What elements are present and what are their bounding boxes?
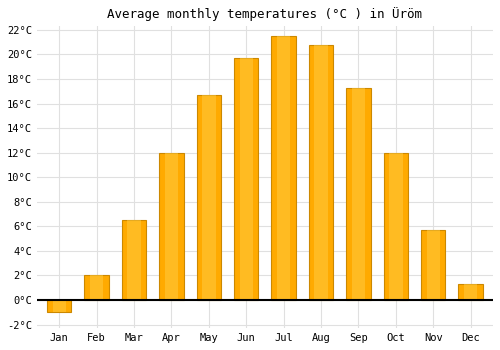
Bar — [421, 230, 446, 300]
Bar — [47, 300, 72, 312]
Bar — [128, 220, 140, 300]
Bar — [122, 220, 146, 300]
Bar — [196, 95, 221, 300]
Bar — [202, 95, 215, 300]
Title: Average monthly temperatures (°C ) in Üröm: Average monthly temperatures (°C ) in Ür… — [108, 7, 422, 21]
Bar — [384, 153, 408, 300]
Bar — [234, 58, 258, 300]
Bar — [346, 88, 370, 300]
Bar — [458, 284, 483, 300]
Bar — [426, 230, 440, 300]
Bar — [277, 36, 290, 300]
Bar — [272, 36, 296, 300]
Bar — [84, 275, 109, 300]
Bar — [160, 153, 184, 300]
Bar — [165, 153, 178, 300]
Bar — [52, 300, 66, 312]
Bar — [389, 153, 402, 300]
Bar — [240, 58, 253, 300]
Bar — [90, 275, 104, 300]
Bar — [309, 45, 333, 300]
Bar — [352, 88, 365, 300]
Bar — [314, 45, 328, 300]
Bar — [464, 284, 477, 300]
